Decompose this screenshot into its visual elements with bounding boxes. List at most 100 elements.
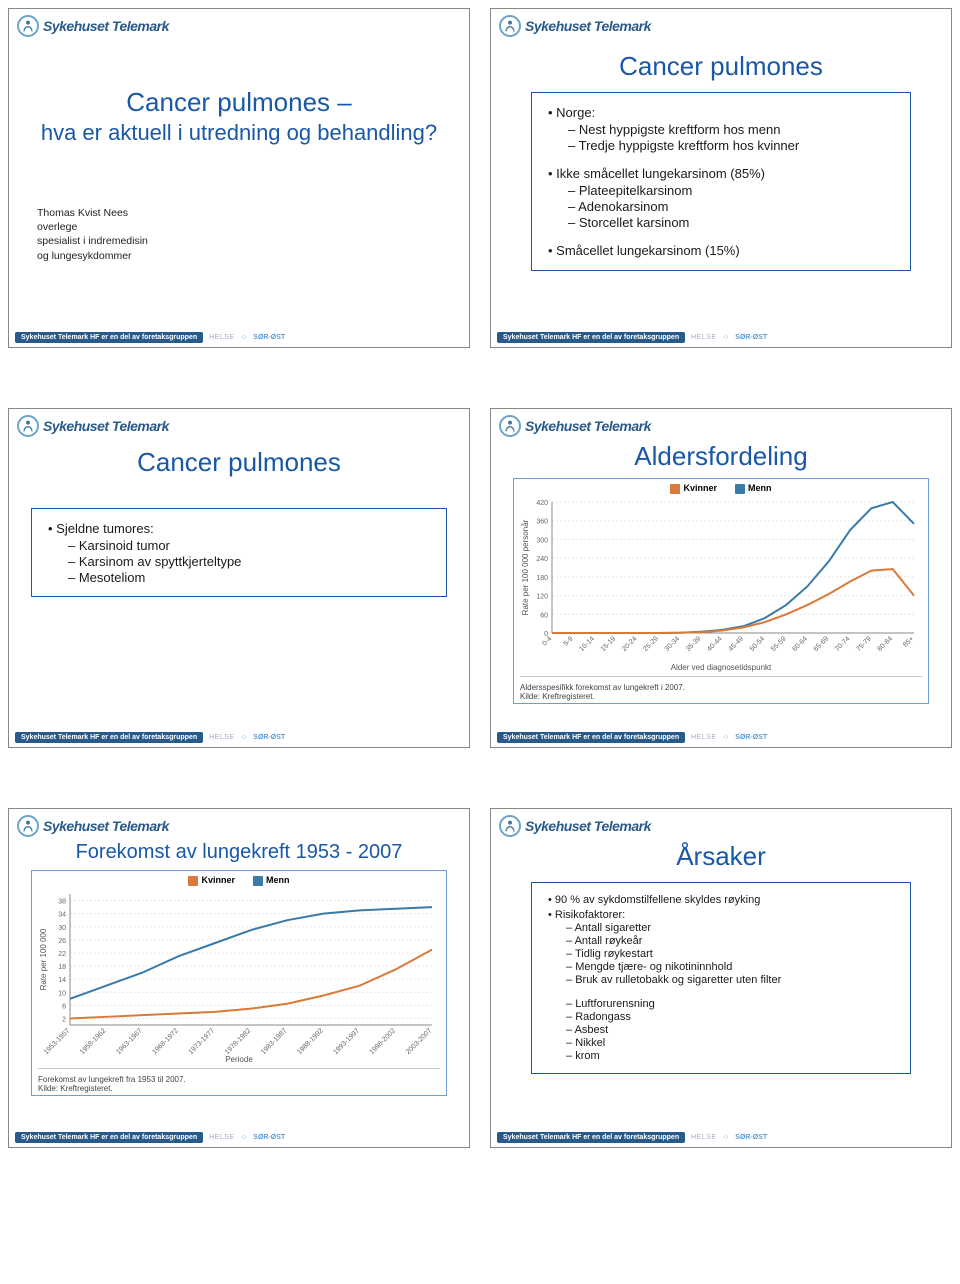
bullet: Sjeldne tumores: [48,521,434,536]
svg-text:300: 300 [536,537,548,544]
author-block: Thomas Kvist Nees overlege spesialist i … [9,206,469,263]
svg-text:60-64: 60-64 [791,635,809,653]
slide-title: Cancer pulmones – [9,87,469,118]
svg-text:120: 120 [536,593,548,600]
author-role: og lungesykdommer [37,249,469,263]
slide-footer: Sykehuset Telemark HF er en del av foret… [15,332,463,343]
bullet: Nest hyppigste kreftform hos menn [568,122,898,137]
svg-text:35-39: 35-39 [685,635,703,653]
svg-text:25-29: 25-29 [642,635,660,653]
bullet: Mengde tjære- og nikotininnhold [566,961,898,973]
slide-5: Sykehuset Telemark Forekomst av lungekre… [8,808,470,1148]
svg-text:10-14: 10-14 [578,635,596,653]
legend-menn: Menn [748,483,772,493]
slide-6: Sykehuset Telemark Årsaker 90 % av sykdo… [490,808,952,1148]
svg-text:2: 2 [62,1016,66,1023]
footer-region: SØR-ØST [735,1134,767,1141]
slide-2: Sykehuset Telemark Cancer pulmones Norge… [490,8,952,348]
svg-text:360: 360 [536,518,548,525]
svg-text:40-44: 40-44 [706,635,724,653]
person-icon [17,815,39,837]
svg-text:45-49: 45-49 [727,635,745,653]
slide-3: Sykehuset Telemark Cancer pulmones Sjeld… [8,408,470,748]
slide-footer: Sykehuset Telemark HF er en del av foret… [497,732,945,743]
svg-text:55-59: 55-59 [770,635,788,653]
bullet: Bruk av rulletobakk og sigaretter uten f… [566,974,898,986]
slide-title: Forekomst av lungekreft 1953 - 2007 [9,841,469,864]
chart-source: Kilde: Kreftregisteret. [520,692,922,701]
bullet: Radongass [566,1011,898,1023]
bullet: Ikke småcellet lungekarsinom (85%) [548,166,898,181]
content-box: Sjeldne tumores: Karsinoid tumor Karsino… [31,508,447,597]
dots-icon: ⁘ [723,733,730,742]
slide-title: Årsaker [491,841,951,872]
bullet: 90 % av sykdomstilfellene skyldes røykin… [548,894,898,906]
incidence-chart: 2610141822263034381953-19571958-19621963… [38,890,438,1055]
bullet: Tidlig røykestart [566,948,898,960]
org-name: Sykehuset Telemark [43,18,169,34]
slide-footer: Sykehuset Telemark HF er en del av foret… [15,1132,463,1143]
svg-text:80-84: 80-84 [877,635,895,653]
svg-text:70-74: 70-74 [834,635,852,653]
content-box: 90 % av sykdomstilfellene skyldes røykin… [531,882,911,1074]
footer-region: SØR-ØST [253,734,285,741]
svg-text:50-54: 50-54 [749,635,767,653]
footer-text: Sykehuset Telemark HF er en del av foret… [497,732,685,743]
person-icon [499,415,521,437]
org-logo: Sykehuset Telemark [499,415,651,437]
org-logo: Sykehuset Telemark [499,15,651,37]
person-icon [499,15,521,37]
org-logo: Sykehuset Telemark [17,15,169,37]
bullet: krom [566,1050,898,1062]
svg-text:Rate per 100 000 personår: Rate per 100 000 personår [521,519,530,615]
bullet: Nikkel [566,1037,898,1049]
org-name: Sykehuset Telemark [525,18,651,34]
svg-text:Rate per 100 000: Rate per 100 000 [39,928,48,990]
chart-caption: Forekomst av lungekreft fra 1953 til 200… [38,1075,440,1085]
footer-helse: HELSE [209,734,234,741]
org-logo: Sykehuset Telemark [499,815,651,837]
author-role: spesialist i indremedisin [37,234,469,248]
x-axis-label: Alder ved diagnosetidspunkt [520,663,922,672]
chart-frame: Kvinner Menn 0601201802403003604200-45-9… [513,478,929,704]
footer-helse: HELSE [209,1134,234,1141]
svg-text:22: 22 [58,951,66,958]
age-chart: 0601201802403003604200-45-910-1415-1920-… [520,498,920,663]
footer-text: Sykehuset Telemark HF er en del av foret… [15,732,203,743]
slide-title: Cancer pulmones [491,51,951,82]
svg-text:18: 18 [58,964,66,971]
svg-text:1958-1962: 1958-1962 [79,1027,108,1055]
svg-text:10: 10 [58,990,66,997]
bullet: Plateepitelkarsinom [568,183,898,198]
footer-text: Sykehuset Telemark HF er en del av foret… [15,1132,203,1143]
legend-swatch-kvinner [670,484,680,494]
svg-text:20-24: 20-24 [621,635,639,653]
slide-footer: Sykehuset Telemark HF er en del av foret… [15,732,463,743]
bullet: Risikofaktorer: [548,909,898,921]
bullet: Antall sigaretter [566,922,898,934]
svg-text:6: 6 [62,1003,66,1010]
org-name: Sykehuset Telemark [525,418,651,434]
svg-text:1953-1957: 1953-1957 [43,1027,72,1055]
bullet: Storcellet karsinom [568,215,898,230]
bullet: Luftforurensning [566,998,898,1010]
org-logo: Sykehuset Telemark [17,815,169,837]
x-axis-label: Periode [38,1055,440,1064]
svg-text:1998-2002: 1998-2002 [369,1027,398,1055]
legend-menn: Menn [266,875,290,885]
chart-frame: Kvinner Menn 2610141822263034381953-1957… [31,870,447,1096]
chart-source: Kilde: Kreftregisteret. [38,1084,440,1093]
slide-footer: Sykehuset Telemark HF er en del av foret… [497,332,945,343]
svg-text:240: 240 [536,556,548,563]
slide-header: Sykehuset Telemark [9,9,469,37]
svg-text:180: 180 [536,574,548,581]
svg-text:38: 38 [58,898,66,905]
footer-helse: HELSE [209,334,234,341]
svg-text:1973-1977: 1973-1977 [188,1027,217,1055]
footer-text: Sykehuset Telemark HF er en del av foret… [497,332,685,343]
dots-icon: ⁘ [723,333,730,342]
legend: Kvinner Menn [520,483,922,494]
slide-header: Sykehuset Telemark [9,809,469,837]
footer-region: SØR-ØST [253,1134,285,1141]
svg-text:1988-1992: 1988-1992 [296,1027,325,1055]
